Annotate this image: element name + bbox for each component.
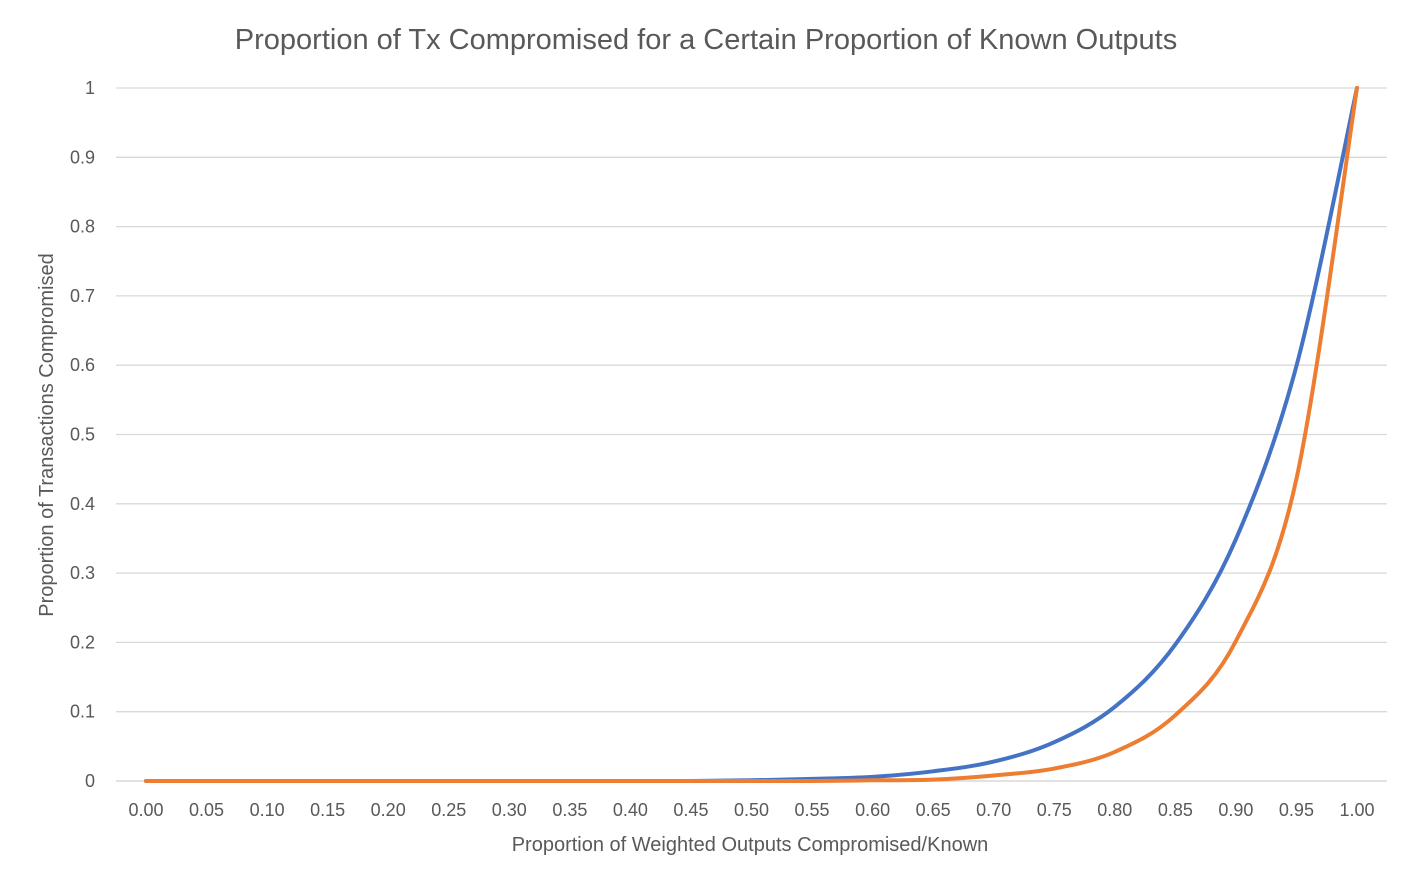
- x-tick-label: 0.60: [855, 800, 890, 820]
- x-tick-label: 0.50: [734, 800, 769, 820]
- y-tick-label: 0.5: [70, 425, 95, 445]
- x-tick-label: 0.65: [916, 800, 951, 820]
- y-tick-label: 0.9: [70, 147, 95, 167]
- x-tick-label: 0.90: [1218, 800, 1253, 820]
- x-axis-title: Proportion of Weighted Outputs Compromis…: [512, 834, 989, 856]
- y-axis-tick-labels: 0 0.1 0.2 0.3 0.4 0.5 0.6 0.7 0.8 0.9 1: [70, 78, 95, 791]
- x-tick-label: 0.80: [1097, 800, 1132, 820]
- x-tick-label: 0.55: [795, 800, 830, 820]
- y-tick-label: 0: [85, 771, 95, 791]
- y-tick-label: 0.3: [70, 563, 95, 583]
- gridlines: [116, 87, 1387, 782]
- x-tick-label: 0.35: [552, 800, 587, 820]
- x-tick-label: 0.95: [1279, 800, 1314, 820]
- y-tick-label: 0.8: [70, 217, 95, 237]
- x-tick-label: 0.70: [976, 800, 1011, 820]
- x-tick-label: 0.25: [431, 800, 466, 820]
- series-lines: [144, 86, 1359, 784]
- y-axis-title: Proportion of Transactions Compromised: [36, 253, 58, 617]
- x-tick-label: 0.85: [1158, 800, 1193, 820]
- series-line-2: [144, 86, 1359, 784]
- x-axis-tick-labels: 0.00 0.05 0.10 0.15 0.20 0.25 0.30 0.35 0.40 0.45…: [128, 800, 1374, 820]
- x-tick-label: 0.10: [250, 800, 285, 820]
- x-tick-label: 1.00: [1339, 800, 1374, 820]
- y-tick-label: 0.6: [70, 355, 95, 375]
- x-tick-label: 0.40: [613, 800, 648, 820]
- y-tick-label: 1: [85, 78, 95, 98]
- y-tick-label: 0.7: [70, 286, 95, 306]
- y-tick-label: 0.1: [70, 702, 95, 722]
- x-tick-label: 0.45: [673, 800, 708, 820]
- x-tick-label: 0.00: [128, 800, 163, 820]
- x-tick-label: 0.75: [1037, 800, 1072, 820]
- x-tick-label: 0.20: [371, 800, 406, 820]
- x-tick-label: 0.05: [189, 800, 224, 820]
- y-tick-label: 0.4: [70, 494, 95, 514]
- x-tick-label: 0.15: [310, 800, 345, 820]
- x-tick-label: 0.30: [492, 800, 527, 820]
- y-tick-label: 0.2: [70, 632, 95, 652]
- chart-title: Proportion of Tx Compromised for a Certa…: [235, 24, 1177, 56]
